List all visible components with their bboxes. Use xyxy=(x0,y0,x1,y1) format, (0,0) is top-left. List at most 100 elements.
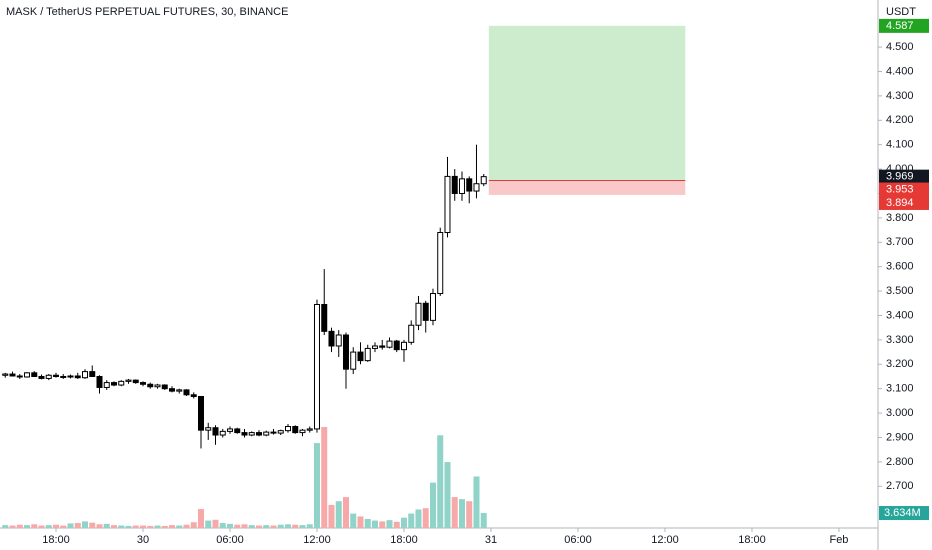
candle-body xyxy=(408,324,415,343)
volume-label: 3.634M xyxy=(884,507,921,519)
candle-body xyxy=(234,428,241,434)
candle-body xyxy=(132,379,139,384)
volume-bar xyxy=(379,521,386,528)
volume-bar xyxy=(313,443,320,528)
y-tick-label: 3.600 xyxy=(886,261,914,273)
candle-body xyxy=(74,375,81,379)
candle-body xyxy=(357,351,364,362)
volume-bar xyxy=(60,525,67,528)
candle-body xyxy=(67,375,74,378)
volume-bar xyxy=(168,525,175,528)
volume-bar xyxy=(161,525,168,528)
volume-bar xyxy=(16,524,23,528)
volume-bar xyxy=(255,525,262,528)
volume-bar xyxy=(9,525,16,528)
y-tick-label: 3.000 xyxy=(886,407,914,419)
candle-body xyxy=(458,178,465,194)
volume-bar xyxy=(67,523,74,528)
x-tick-label: 06:00 xyxy=(216,534,244,546)
volume-bar xyxy=(103,523,110,528)
candle-body xyxy=(313,304,320,430)
candle-body xyxy=(371,345,378,349)
volume-bar xyxy=(205,520,212,528)
volume-bar xyxy=(393,521,400,528)
candle-body xyxy=(306,428,313,431)
volume-bar xyxy=(125,525,132,528)
candle-body xyxy=(480,176,487,185)
candle-body xyxy=(270,431,277,434)
volume-bar xyxy=(473,476,480,528)
volume-bar xyxy=(444,462,451,528)
volume-bar xyxy=(183,524,190,528)
x-tick-label: 31 xyxy=(485,534,497,546)
volume-bar xyxy=(429,482,436,528)
candle-body xyxy=(342,334,349,370)
x-tick-label: 12:00 xyxy=(651,534,679,546)
x-tick-label: 30 xyxy=(137,534,149,546)
volume-bar xyxy=(415,509,422,528)
candle-body xyxy=(219,430,226,436)
volume-bar xyxy=(263,525,270,528)
candle-body xyxy=(96,375,103,388)
volume-bar xyxy=(226,523,233,528)
y-tick-label: 2.900 xyxy=(886,431,914,443)
candle-body xyxy=(161,384,168,390)
candle-body xyxy=(364,347,371,362)
volume-bar xyxy=(386,520,393,528)
last-price-label: 3.969 xyxy=(886,171,914,183)
volume-bar xyxy=(212,519,219,528)
volume-bar xyxy=(284,524,291,528)
x-tick-label: 12:00 xyxy=(303,534,331,546)
volume-bar xyxy=(139,525,146,528)
candle-body xyxy=(277,430,284,434)
candle-body xyxy=(2,373,9,376)
x-tick-label: Feb xyxy=(829,534,848,546)
candle-body xyxy=(226,428,233,432)
volume-bar xyxy=(52,524,59,528)
candle-body xyxy=(147,383,154,388)
volume-bar xyxy=(422,508,429,528)
volume-bar xyxy=(176,525,183,528)
profit-zone xyxy=(488,25,686,181)
volume-bar xyxy=(292,524,299,528)
candle-body xyxy=(241,432,248,436)
volume-bar xyxy=(190,522,197,528)
volume-bar xyxy=(458,499,465,528)
volume-bar xyxy=(328,504,335,528)
candle-body xyxy=(176,389,183,392)
volume-bar xyxy=(118,525,125,528)
candle-body xyxy=(437,232,444,295)
entry-label-bg xyxy=(879,182,929,197)
candle-body xyxy=(473,183,480,192)
candle-body xyxy=(350,351,357,370)
x-tick-label: 18:00 xyxy=(390,534,418,546)
y-tick-label: 3.500 xyxy=(886,285,914,297)
candle-body xyxy=(81,371,88,379)
candle-body xyxy=(422,302,429,321)
volume-bar xyxy=(241,524,248,528)
y-tick-label: 3.300 xyxy=(886,334,914,346)
volume-bar xyxy=(81,521,88,528)
volume-bar xyxy=(45,525,52,528)
stop-label: 3.894 xyxy=(886,197,914,209)
y-tick-label: 4.100 xyxy=(886,139,914,151)
candle-body xyxy=(451,175,458,194)
y-tick-label: 3.800 xyxy=(886,212,914,224)
loss-zone xyxy=(488,180,686,195)
volume-bar xyxy=(400,517,407,528)
y-tick-label: 3.700 xyxy=(886,236,914,248)
volume-bar xyxy=(350,513,357,528)
volume-bar xyxy=(480,513,487,528)
y-tick-label: 4.300 xyxy=(886,90,914,102)
candle-body xyxy=(255,432,262,436)
volume-bar xyxy=(451,497,458,528)
candle-body xyxy=(400,341,407,351)
volume-bar xyxy=(197,509,204,528)
candle-body xyxy=(168,388,175,392)
x-tick-label: 06:00 xyxy=(564,534,592,546)
volume-bar xyxy=(335,501,342,528)
candle-body xyxy=(118,380,125,386)
volume-bar xyxy=(299,525,306,528)
y-tick-label: 2.800 xyxy=(886,456,914,468)
